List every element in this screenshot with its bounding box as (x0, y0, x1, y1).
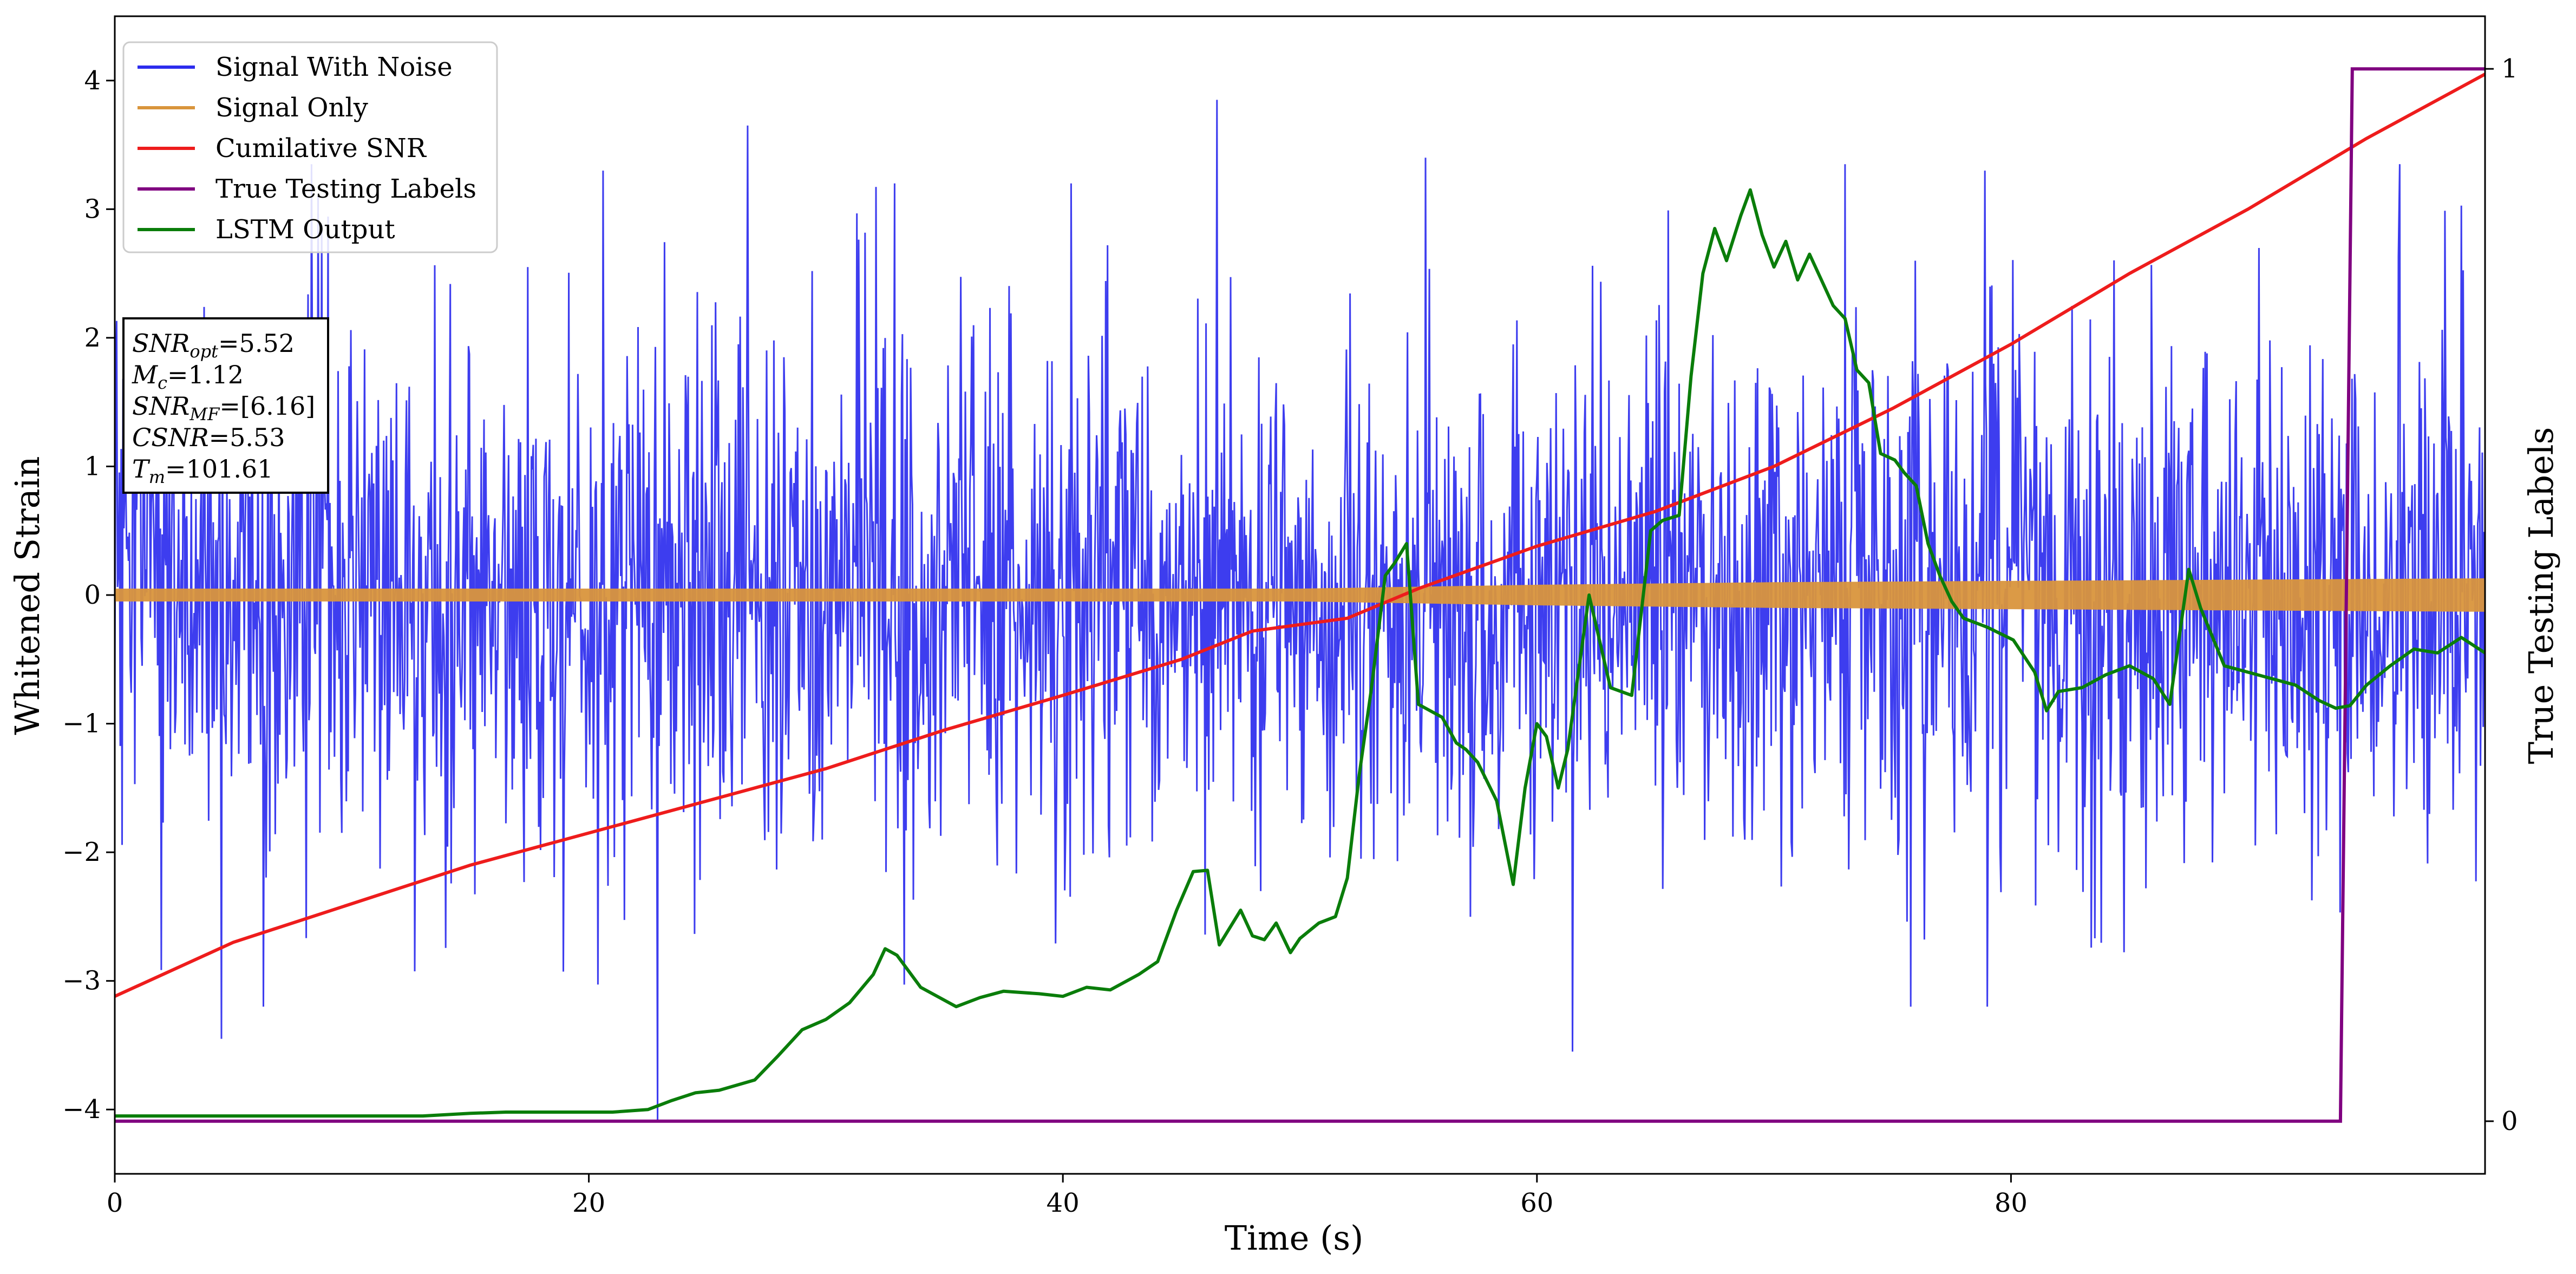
y-axis-label-left: Whitened Strain (8, 456, 47, 735)
annotation-line: Mc=1.12 (132, 360, 244, 393)
x-tick-label: 0 (107, 1188, 123, 1218)
y-axis-left: −4 −3 −2 −1 0 1 2 3 4 (62, 66, 115, 1125)
legend-label-lstm-output: LSTM Output (215, 214, 395, 245)
y-tick-label-left: 1 (84, 451, 101, 481)
cumulative-snr-line (115, 73, 2485, 998)
y-tick-label-left: −4 (62, 1094, 101, 1125)
y-tick-label-right: 0 (2501, 1106, 2518, 1136)
series-lstm-output (115, 188, 2485, 1118)
y-tick-label-left: −2 (62, 837, 101, 867)
lstm-output-line (115, 188, 2485, 1118)
series-signal-only (115, 578, 2485, 612)
legend-label-signal-with-noise: Signal With Noise (215, 52, 453, 82)
signal-with-noise-line (115, 100, 2485, 1123)
annotation-line: SNRopt=5.52 (132, 329, 295, 362)
x-tick-label: 60 (1520, 1188, 1553, 1218)
series-signal-with-noise (115, 100, 2485, 1123)
y-tick-label-left: 4 (84, 66, 101, 96)
legend-label-true-testing-labels: True Testing Labels (215, 174, 476, 204)
series-true-testing-labels (115, 67, 2485, 1123)
x-tick-label: 80 (1995, 1188, 2028, 1218)
annotation-line: CSNR=5.53 (132, 423, 285, 452)
y-tick-label-left: −1 (62, 709, 101, 739)
y-axis-right: 01 (2485, 54, 2518, 1136)
x-axis-label: Time (s) (1225, 1218, 1364, 1258)
y-tick-label-left: 0 (84, 580, 101, 610)
y-tick-label-left: 3 (84, 194, 101, 224)
legend-label-cumulative-snr: Cumilative SNR (215, 133, 427, 164)
y-tick-label-right: 1 (2501, 54, 2518, 84)
annotation-box: SNRopt=5.52Mc=1.12SNRMF=[6.16]CSNR=5.53T… (122, 317, 329, 494)
legend-box (122, 41, 498, 253)
series-cumulative-snr (115, 73, 2485, 998)
signal-only-band (115, 578, 2485, 612)
annotation-line: Tm=101.61 (132, 454, 273, 487)
y-tick-label-left: −3 (62, 966, 101, 996)
annotation-frame (122, 317, 329, 494)
x-tick-label: 40 (1047, 1188, 1080, 1218)
annotation-line: SNRMF=[6.16] (132, 391, 315, 424)
legend: Signal With Noise Signal Only Cumilative S… (122, 41, 498, 253)
x-tick-label: 20 (572, 1188, 605, 1218)
legend-label-signal-only: Signal Only (215, 93, 368, 123)
y-tick-label-left: 2 (84, 323, 101, 353)
plot-area (115, 67, 2485, 1123)
x-axis: 0 20 40 60 80 (107, 1174, 2028, 1218)
true-testing-labels-line (115, 67, 2485, 1123)
y-axis-label-right: True Testing Labels (2521, 427, 2561, 765)
